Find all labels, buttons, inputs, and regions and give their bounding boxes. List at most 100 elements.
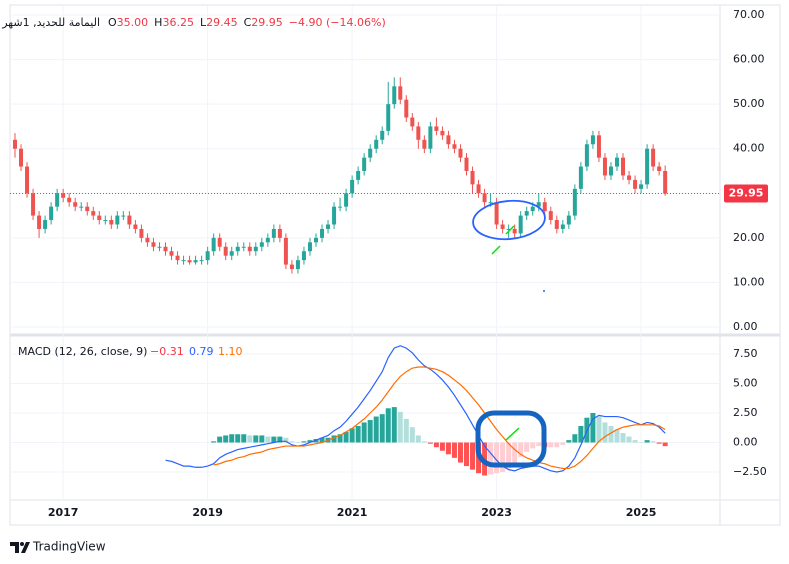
histogram-bar [379,414,385,443]
histogram-bar [229,434,235,443]
candle-body [175,255,180,261]
candle-body [602,157,607,176]
annotation-dot [543,290,545,292]
candle-body [205,251,210,261]
histogram-bar [397,411,403,443]
candle-body [572,188,577,216]
candle-body [133,224,138,229]
candle-body [259,242,264,247]
candle-body [43,220,48,229]
macd-value: 0.79 [189,345,214,358]
candle-body [651,148,656,167]
candle-body [488,202,493,204]
histogram-bar [289,441,295,443]
histogram-bar [283,437,289,443]
annotation-stroke [491,225,515,255]
histogram-bar [355,425,361,443]
candle-body [307,242,312,252]
histogram-bar [638,442,644,443]
candle-body [542,202,547,212]
candle-body [344,193,349,207]
header-item: −4.90 (−14.06%) [289,16,386,29]
candle-body [560,224,565,229]
candle-body [452,144,457,149]
candle-body [265,237,270,243]
histogram-bar [337,434,343,443]
candle-body [247,246,252,252]
candle-body [398,86,403,100]
histogram-bar [578,425,584,443]
candle-body [657,166,662,171]
histogram-bar [211,441,217,443]
symbol: اليمامة للحديد, 1شهر [1,16,100,29]
x-tick-label: 2017 [48,506,79,519]
candle-body [13,139,17,149]
histogram-bar [518,442,524,457]
candle-body [91,211,96,216]
histogram-bar [301,441,307,443]
candle-body [229,251,234,256]
frame [9,4,781,526]
candle-body [434,126,439,131]
histogram-bar [223,435,229,443]
y-tick-label: 40.00 [733,142,765,155]
candle-body [49,206,54,221]
histogram-bar [445,442,451,455]
candle-body [97,215,102,221]
candle-body [500,224,505,229]
y-tick-label: 7.50 [733,347,758,360]
candle-body [566,215,571,225]
histogram-bar [439,442,445,451]
y-tick-label: 5.00 [733,377,758,390]
histogram-bar [349,428,355,443]
candle-body [326,224,331,229]
candle-body [85,206,90,212]
histogram-bar [361,422,367,443]
candle-body [368,148,373,158]
histogram-bar [560,442,566,445]
candle-body [103,220,108,222]
y-tick-label: −2.50 [733,465,767,478]
histogram-bar [530,442,536,449]
candle-body [320,228,325,238]
histogram-bar [265,436,271,443]
candle-body [314,237,318,243]
histogram-bar [566,440,572,443]
candle-body [615,157,619,167]
candle-body [271,228,276,238]
candle-body [458,148,463,158]
candle-body [25,166,30,194]
candle-body [79,206,84,208]
histogram-bar [403,418,409,443]
y-tick-label: 20.00 [733,231,765,244]
candle-body [127,215,132,225]
histogram-bar [343,431,349,443]
candle-body [578,166,583,189]
histogram-bar [259,435,265,443]
candle-body [211,237,216,252]
annotation-ellipse [472,199,546,241]
candle-body [428,126,433,149]
histogram-bar [253,435,259,443]
histogram-bar [367,420,373,443]
histogram-bar [415,435,421,443]
y-tick-label: 50.00 [733,97,765,110]
candle-body [181,260,186,262]
candle-body [524,211,529,216]
candle-body [590,135,595,145]
candle-body [199,260,204,262]
header-item: O [108,16,117,29]
candle-body [139,228,144,238]
histogram-bar [572,434,578,443]
candle-body [109,220,114,225]
candle-body [289,264,294,270]
candle-body [410,117,415,127]
candle-body [470,171,475,185]
candle-body [422,139,427,149]
candle-body [446,135,451,145]
candle-body [506,228,511,230]
candle-body [356,171,361,180]
histogram-bar [626,436,632,443]
histogram-bar [241,434,247,443]
candle-body [301,251,306,261]
